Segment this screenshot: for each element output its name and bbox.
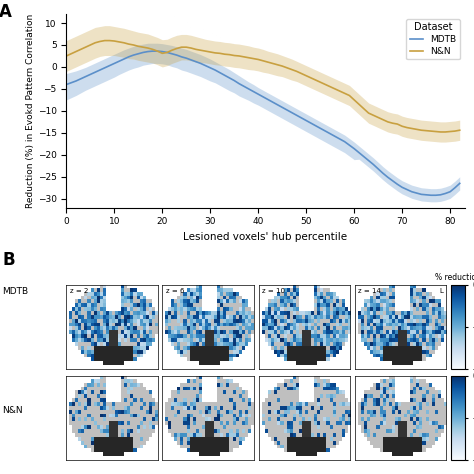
MDTB bbox=[121, 56, 127, 62]
Text: A: A bbox=[0, 3, 11, 21]
MDTB bbox=[88, 72, 93, 77]
N&N bbox=[150, 46, 155, 52]
Y-axis label: Reduction (%) in Evokd Pattern Correlation: Reduction (%) in Evokd Pattern Correlati… bbox=[26, 14, 35, 208]
N&N bbox=[375, 115, 381, 120]
N&N bbox=[457, 128, 463, 133]
MDTB bbox=[375, 166, 381, 172]
Text: B: B bbox=[2, 251, 15, 269]
N&N bbox=[88, 42, 93, 48]
N&N bbox=[351, 97, 357, 103]
Line: MDTB: MDTB bbox=[66, 51, 460, 195]
MDTB bbox=[150, 48, 155, 54]
Text: % reduction: % reduction bbox=[435, 273, 474, 282]
MDTB bbox=[351, 146, 357, 152]
X-axis label: Lesioned voxels' hub percentile: Lesioned voxels' hub percentile bbox=[183, 232, 347, 242]
MDTB bbox=[457, 181, 463, 186]
Text: MDTB: MDTB bbox=[2, 287, 28, 296]
Line: N&N: N&N bbox=[66, 41, 460, 132]
Text: z = 10: z = 10 bbox=[262, 288, 285, 294]
N&N bbox=[102, 38, 108, 44]
Text: z = 14: z = 14 bbox=[358, 288, 381, 294]
Text: L: L bbox=[439, 288, 443, 294]
MDTB bbox=[145, 49, 151, 55]
MDTB bbox=[64, 82, 69, 87]
N&N bbox=[64, 53, 69, 59]
Text: z = 2: z = 2 bbox=[70, 288, 88, 294]
MDTB bbox=[303, 118, 309, 123]
Text: z = 6: z = 6 bbox=[166, 288, 185, 294]
Text: N&N: N&N bbox=[2, 406, 23, 414]
N&N bbox=[126, 41, 132, 47]
MDTB bbox=[428, 192, 434, 198]
Legend: MDTB, N&N: MDTB, N&N bbox=[406, 19, 460, 59]
N&N bbox=[438, 129, 443, 135]
N&N bbox=[303, 73, 309, 79]
